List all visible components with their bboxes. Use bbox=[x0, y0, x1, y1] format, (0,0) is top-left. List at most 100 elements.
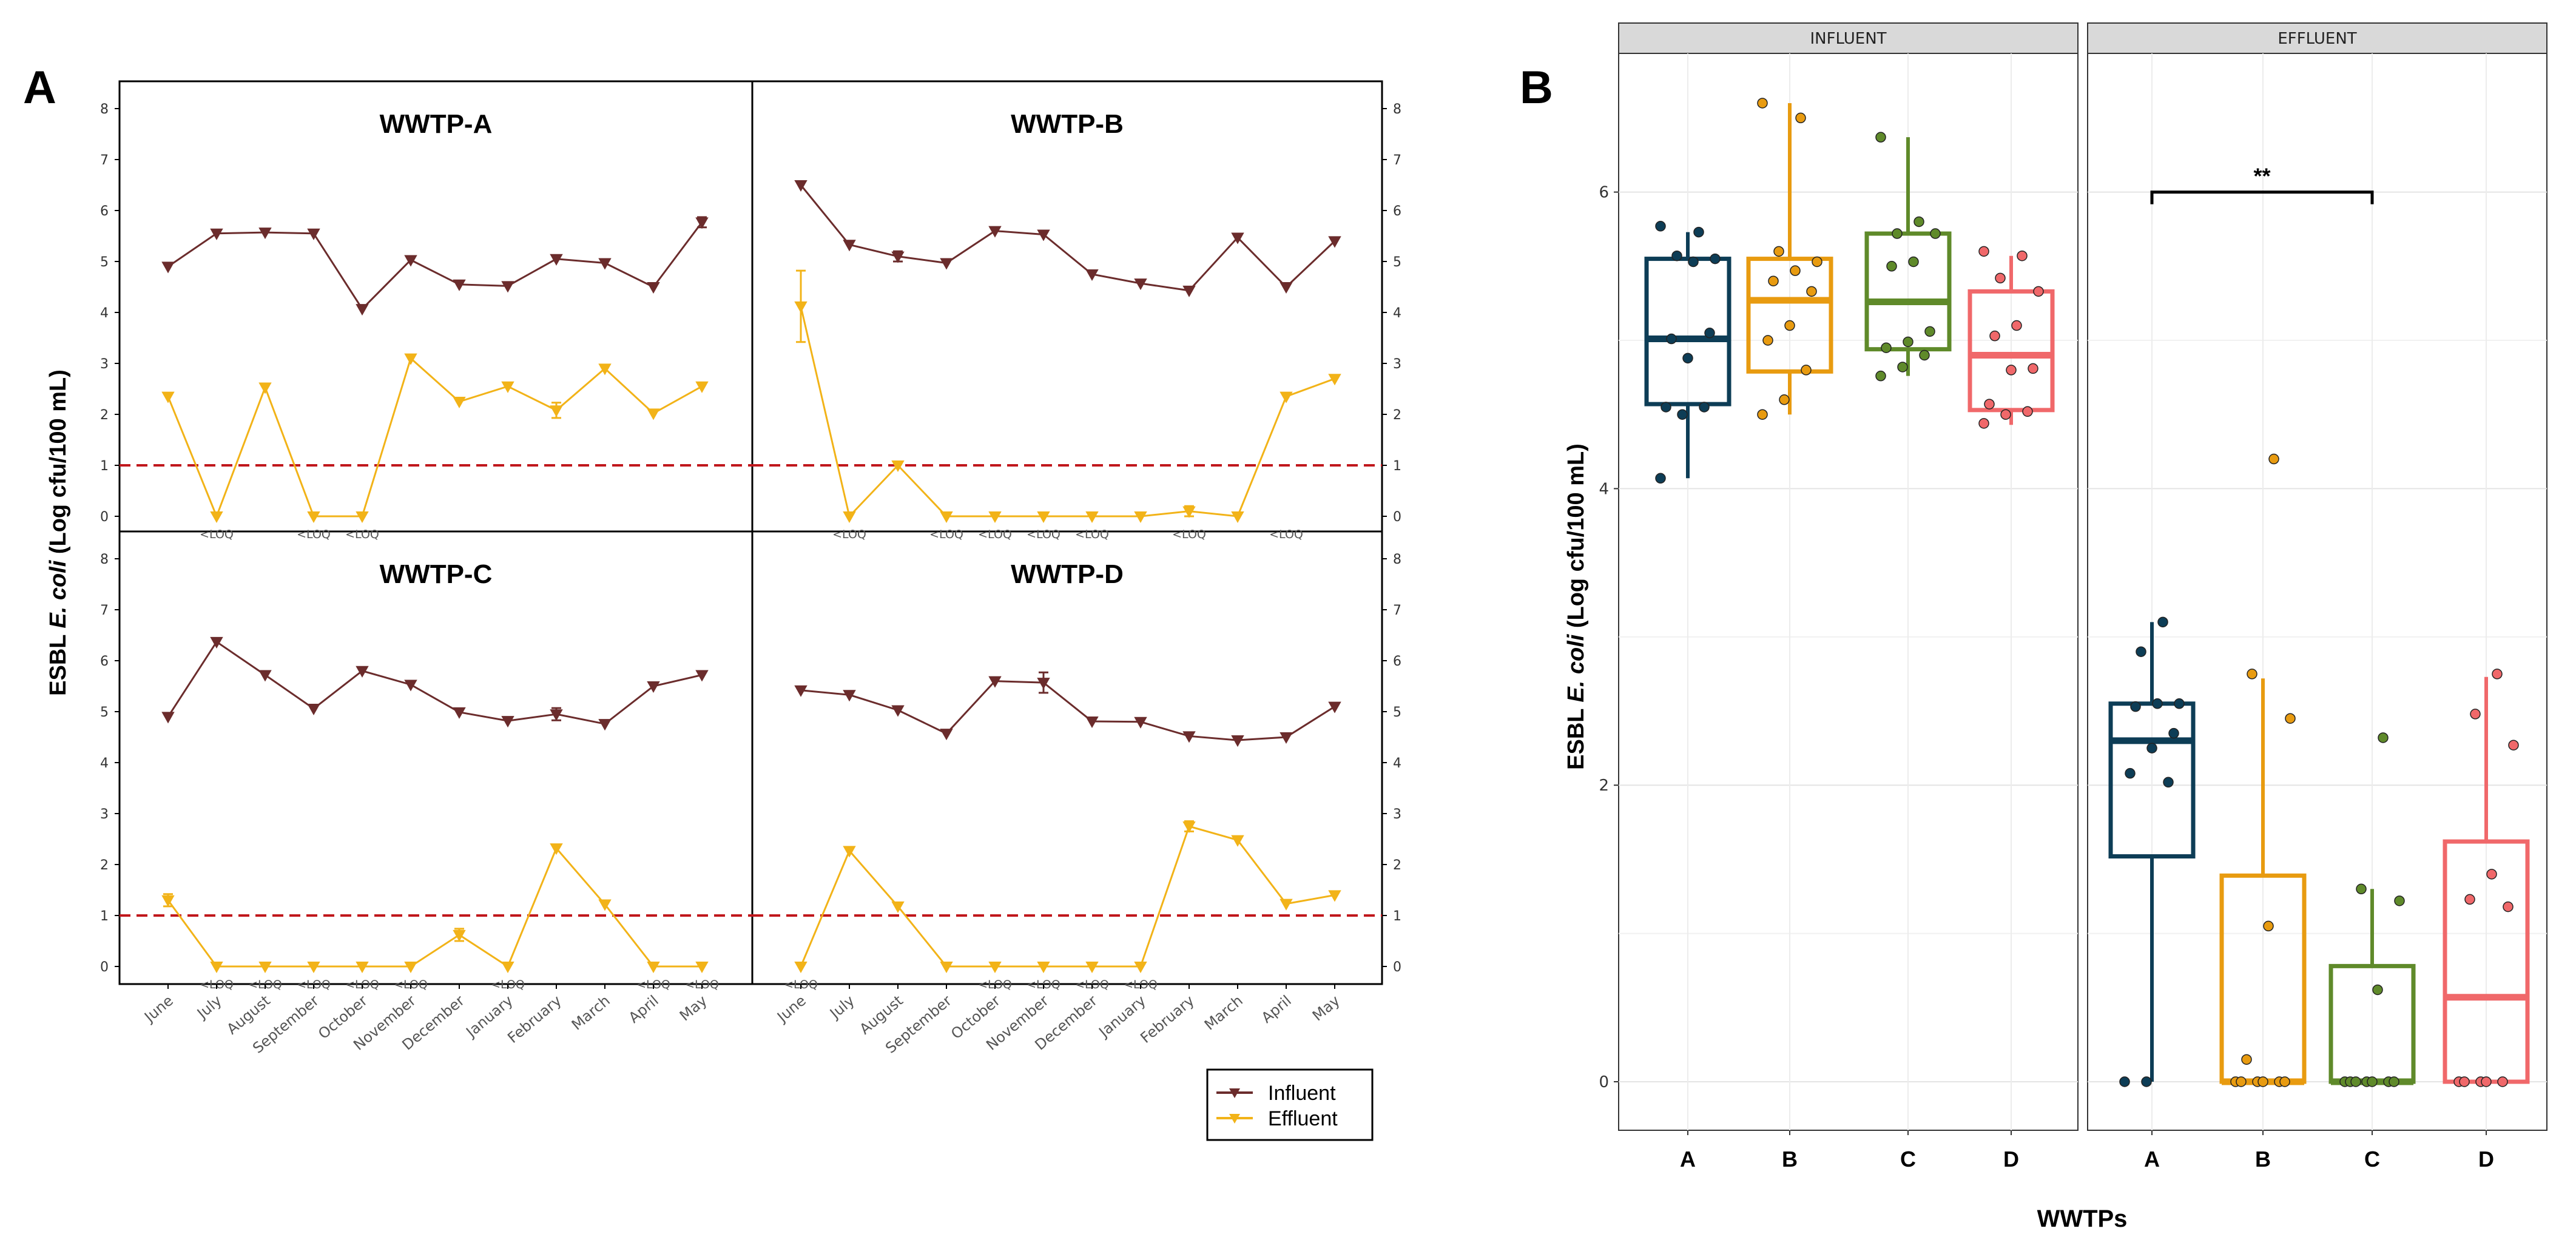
data-point bbox=[2006, 365, 2017, 376]
influent-point bbox=[1231, 735, 1244, 747]
y-tick-label-right: 1 bbox=[1393, 459, 1401, 474]
influent-point bbox=[258, 670, 272, 682]
y-tick-label-right: 3 bbox=[1393, 807, 1401, 822]
data-point bbox=[1773, 246, 1784, 257]
data-point bbox=[2279, 1076, 2290, 1087]
data-point bbox=[2119, 1076, 2130, 1087]
loq-annotation: <LOQ bbox=[200, 528, 234, 541]
data-point bbox=[2497, 1076, 2508, 1087]
influent-point bbox=[647, 681, 660, 693]
influent-point bbox=[891, 251, 905, 263]
effluent-point bbox=[501, 381, 514, 393]
data-point bbox=[1897, 362, 1908, 373]
data-point bbox=[2125, 767, 2136, 779]
box-influent-b bbox=[1746, 98, 1833, 420]
panel-b-box-plots: B 0 2 4 6 ESBL E. coli (Log cfu/100 mL) INFLUE… bbox=[1520, 22, 2547, 1232]
y-tick-label-left: 5 bbox=[100, 705, 109, 720]
data-point bbox=[2356, 883, 2367, 895]
effluent-point bbox=[891, 460, 905, 473]
subplot-title: WWTP-A bbox=[380, 109, 493, 139]
effluent-point bbox=[843, 511, 856, 524]
y-tick-label-right: 8 bbox=[1393, 102, 1401, 117]
data-point bbox=[1930, 228, 1941, 239]
b-y-tick-label: 0 bbox=[1599, 1073, 1609, 1091]
effluent-point bbox=[1085, 962, 1099, 974]
data-point bbox=[1903, 336, 1913, 348]
data-point bbox=[1693, 226, 1704, 238]
effluent-point bbox=[1182, 821, 1196, 834]
data-point bbox=[2508, 740, 2519, 750]
data-point bbox=[1784, 320, 1795, 331]
influent-point bbox=[695, 670, 709, 682]
effluent-point bbox=[1280, 899, 1293, 911]
data-point bbox=[2157, 616, 2168, 628]
data-point bbox=[2394, 895, 2405, 906]
data-point bbox=[2350, 1076, 2361, 1087]
effluent-point bbox=[258, 962, 272, 974]
significance-bracket: ** bbox=[2150, 164, 2374, 204]
data-point bbox=[2241, 1054, 2252, 1065]
influent-point bbox=[453, 707, 466, 719]
y-tick-label-right: 6 bbox=[1393, 204, 1401, 219]
effluent-point bbox=[695, 381, 709, 393]
significance-label: ** bbox=[2253, 164, 2270, 189]
loq-annotation: <LOQ bbox=[1172, 528, 1206, 541]
b-y-tick-label: 2 bbox=[1599, 777, 1609, 795]
data-point bbox=[1875, 370, 1886, 382]
effluent-point bbox=[1231, 511, 1244, 524]
effluent-point bbox=[794, 301, 808, 313]
category-label: B bbox=[2255, 1147, 2271, 1172]
month-label: April bbox=[625, 992, 662, 1027]
loq-annotation: <LOQ bbox=[978, 528, 1012, 541]
y-axis-label-part: (Log cfu/100 mL) bbox=[1563, 443, 1589, 635]
influent-point bbox=[501, 281, 514, 293]
data-point bbox=[1801, 365, 1812, 376]
data-point bbox=[2481, 1076, 2492, 1087]
influent-point bbox=[1134, 717, 1147, 729]
effluent-point bbox=[647, 962, 660, 974]
influent-point bbox=[1231, 232, 1244, 244]
facet-strip-label: INFLUENT bbox=[1810, 30, 1886, 48]
facet-strip bbox=[2087, 22, 2547, 54]
box-iqr bbox=[1967, 289, 2055, 413]
data-point bbox=[2263, 920, 2274, 932]
significance-line bbox=[2150, 191, 2374, 204]
influent-point bbox=[1328, 701, 1341, 713]
facet-effluent: EFFLUENT A B C D bbox=[2087, 22, 2547, 1172]
effluent-point bbox=[695, 962, 709, 974]
y-tick-label-right: 5 bbox=[1393, 705, 1401, 720]
y-axis-label-part: E. coli bbox=[1563, 633, 1589, 702]
influent-point bbox=[404, 679, 417, 692]
y-tick-label-right: 5 bbox=[1393, 255, 1401, 270]
box-effluent-d bbox=[2443, 669, 2530, 1087]
facet-panel bbox=[2087, 53, 2547, 1131]
y-tick-label-left: 1 bbox=[100, 909, 109, 924]
subplot-wwtp-d: WWTP-D<LOQ <LOQ <LOQ <LOQ <LOQ bbox=[752, 559, 1382, 991]
category-label: D bbox=[2003, 1147, 2019, 1172]
effluent-point bbox=[598, 363, 612, 376]
y-tick-label-left: 7 bbox=[100, 153, 109, 168]
data-point bbox=[1795, 112, 1806, 124]
data-point bbox=[2017, 250, 2028, 261]
influent-point bbox=[1280, 732, 1293, 744]
data-point bbox=[1762, 335, 1773, 346]
month-label: February bbox=[504, 992, 564, 1047]
subplot-title: WWTP-D bbox=[1011, 559, 1124, 589]
data-point bbox=[2146, 743, 2157, 754]
y-tick-label-left: 6 bbox=[100, 654, 109, 669]
influent-point bbox=[843, 240, 856, 252]
data-point bbox=[2028, 363, 2038, 374]
data-point bbox=[1875, 132, 1886, 143]
data-point bbox=[1924, 326, 1935, 337]
data-point bbox=[2163, 777, 2174, 788]
legend-box bbox=[1206, 1068, 1374, 1141]
influent-point bbox=[1182, 285, 1196, 297]
influent-point bbox=[1182, 731, 1196, 743]
data-point bbox=[1779, 394, 1790, 405]
data-point bbox=[1757, 98, 1768, 109]
data-point bbox=[1666, 333, 1677, 345]
effluent-point bbox=[356, 962, 369, 974]
data-point bbox=[2470, 709, 2481, 720]
data-point bbox=[1881, 342, 1892, 353]
